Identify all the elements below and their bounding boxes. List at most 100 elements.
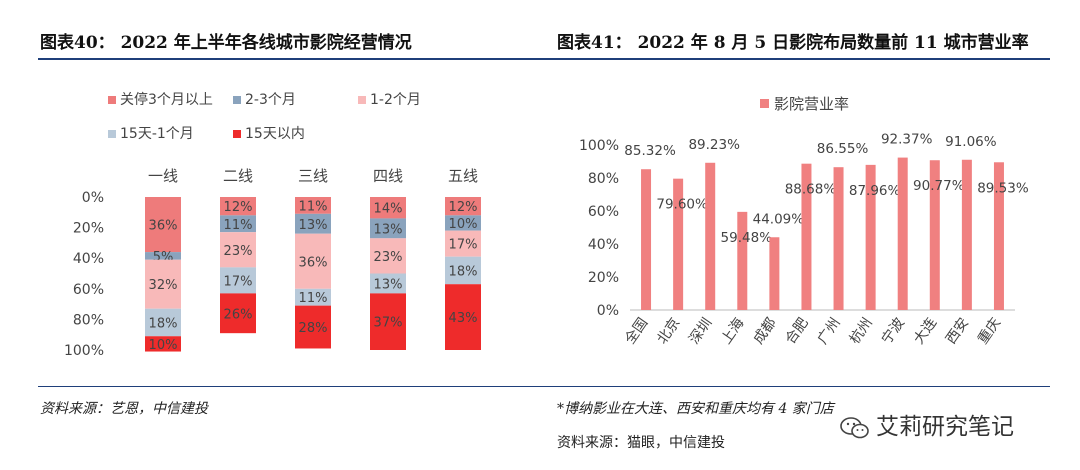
data-label: 89.53% [977, 180, 1029, 196]
bar-segment [445, 284, 481, 350]
data-label: 91.06% [945, 134, 997, 150]
right-source-note: 资料来源：猫眼，中信建投 [557, 435, 725, 451]
x-category-label: 五线 [448, 167, 478, 185]
bar [769, 237, 780, 310]
x-category-label: 深圳 [686, 315, 715, 347]
x-category-label: 二线 [223, 167, 253, 185]
data-label: 92.37% [881, 132, 933, 148]
legend-swatch [108, 96, 116, 104]
legend-swatch [233, 130, 241, 138]
data-label: 10% [149, 338, 178, 353]
legend-label: 1-2个月 [370, 92, 421, 108]
data-label: 44.09% [753, 211, 805, 227]
data-label: 87.96% [849, 183, 901, 199]
y-tick-label: 40% [588, 237, 619, 253]
data-label: 26% [224, 307, 253, 322]
legend-swatch [108, 130, 116, 138]
y-tick-label: 80% [73, 312, 104, 328]
x-category-label: 上海 [718, 315, 747, 347]
x-category-label: 一线 [148, 167, 178, 185]
left-source-note: 资料来源：艺恩，中信建投 [40, 401, 208, 417]
data-label: 17% [224, 274, 253, 289]
bar-segment [370, 197, 406, 219]
data-label: 32% [149, 278, 178, 293]
legend-swatch [760, 99, 769, 108]
y-tick-label: 0% [597, 303, 619, 319]
bar-segment [445, 256, 481, 285]
y-tick-label: 40% [73, 251, 104, 267]
data-label: 59.48% [721, 230, 773, 246]
y-tick-label: 60% [73, 282, 104, 298]
bar [929, 160, 940, 310]
x-category-label: 大连 [911, 315, 940, 347]
data-label: 12% [449, 200, 478, 215]
bar-segment [220, 215, 256, 233]
data-label: 11% [299, 291, 328, 306]
data-label: 36% [299, 255, 328, 270]
data-label: 88.68% [785, 182, 837, 198]
y-tick-label: 20% [588, 270, 619, 286]
bar-segment [220, 267, 256, 294]
bar-segment [220, 232, 256, 268]
data-label: 11% [224, 218, 253, 233]
bar [737, 211, 748, 310]
bar-segment [445, 215, 481, 231]
data-label: 10% [449, 217, 478, 232]
data-label: 23% [224, 244, 253, 259]
data-label: 79.60% [656, 197, 708, 213]
x-category-label: 宁波 [878, 315, 908, 348]
watermark-text: 艾莉研究笔记 [876, 414, 1014, 440]
bar-segment [445, 197, 481, 216]
bar [865, 164, 876, 310]
bar-segment [145, 197, 181, 253]
bar-segment [145, 308, 181, 337]
bar [641, 169, 652, 310]
y-tick-label: 80% [588, 171, 619, 187]
left-chart-title: 图表40： 2022 年上半年各线城市影院经营情况 [40, 33, 412, 53]
data-label: 37% [374, 316, 403, 331]
x-category-label: 广州 [815, 315, 844, 347]
data-label: 86.55% [817, 141, 869, 157]
right-footnote: *博纳影业在大连、西安和重庆均有 4 家门店 [557, 401, 834, 417]
y-tick-label: 60% [588, 204, 619, 220]
title-divider [38, 58, 1050, 60]
data-label: 18% [449, 264, 478, 279]
y-tick-label: 0% [82, 190, 104, 206]
bar-segment [445, 230, 481, 257]
legend-label: 影院营业率 [774, 95, 849, 113]
legend-label: 2-3个月 [245, 92, 296, 108]
stacked-bar-chart: 关停3个月以上 2-3个月 1-2个月 15天-1个月 15天以内 0% 20% 40% 60%… [64, 91, 481, 359]
data-label: 13% [299, 218, 328, 233]
rate-bar-chart: 影院营业率 0% 20% 40% 60% 80% 100% 85.32% 全国 79.60% 北京 8… [579, 95, 1029, 348]
y-tick-label: 20% [73, 221, 104, 237]
bar-segment [220, 293, 256, 334]
data-label: 36% [149, 219, 178, 234]
y-tick-label: 100% [579, 138, 619, 154]
data-label: 11% [299, 199, 328, 214]
bar [961, 159, 972, 310]
right-chart-title: 图表41： 2022 年 8 月 5 日影院布局数量前 11 城市营业率 [557, 33, 1029, 53]
bar-segment [370, 238, 406, 274]
bar-segment [145, 252, 181, 260]
data-label: 85.32% [624, 143, 676, 159]
bar-segment [295, 197, 331, 214]
data-label: 14% [374, 202, 403, 217]
bar-segment [370, 218, 406, 239]
legend-label: 15天-1个月 [120, 126, 194, 142]
data-label: 43% [449, 311, 478, 326]
bar-segment [295, 213, 331, 234]
bar-segment [295, 288, 331, 306]
bar [833, 167, 844, 310]
data-label: 13% [374, 222, 403, 237]
data-label: 17% [449, 238, 478, 253]
x-category-label: 三线 [298, 167, 328, 185]
data-label: 12% [224, 200, 253, 215]
data-label: 89.23% [688, 137, 740, 153]
bar [673, 178, 684, 310]
legend-swatch [358, 96, 366, 104]
x-category-label: 四线 [373, 167, 403, 185]
legend-label: 关停3个月以上 [120, 91, 213, 108]
bar-segment [295, 233, 331, 289]
bar-segment [145, 336, 181, 352]
bar-segment [370, 293, 406, 350]
